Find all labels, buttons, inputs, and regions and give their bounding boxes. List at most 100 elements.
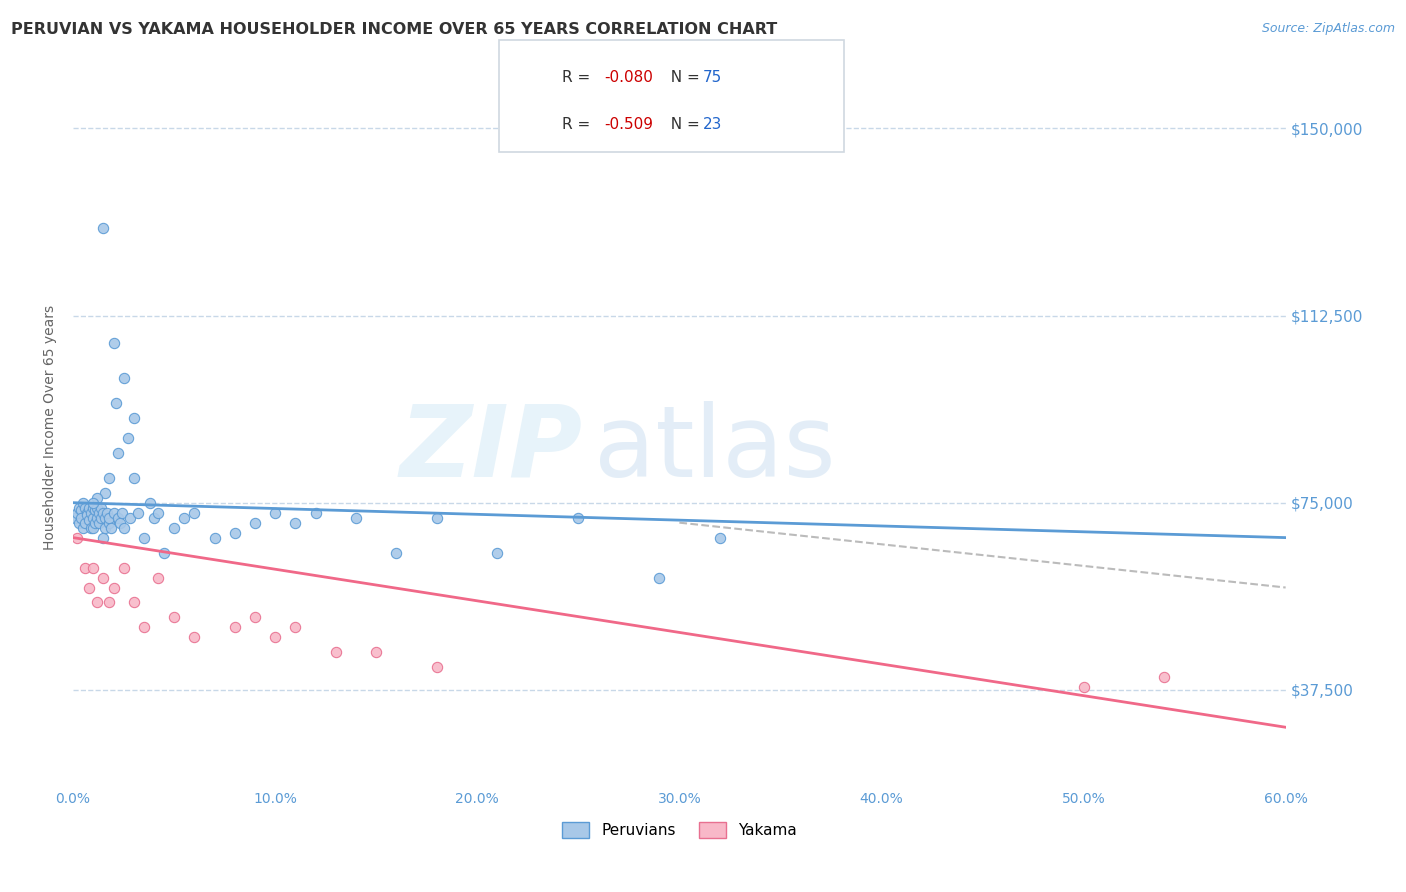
Point <box>72 496 94 510</box>
Text: Source: ZipAtlas.com: Source: ZipAtlas.com <box>1261 22 1395 36</box>
Point <box>86 510 108 524</box>
Point <box>153 545 176 559</box>
Point <box>77 500 100 515</box>
Point <box>426 510 449 524</box>
Point <box>93 570 115 584</box>
Point <box>104 396 127 410</box>
Point <box>127 506 149 520</box>
Text: -0.080: -0.080 <box>605 70 654 85</box>
Point <box>112 560 135 574</box>
Point <box>567 510 589 524</box>
Point <box>112 521 135 535</box>
Point <box>90 510 112 524</box>
Text: 75: 75 <box>703 70 723 85</box>
Point <box>1153 670 1175 684</box>
Text: PERUVIAN VS YAKAMA HOUSEHOLDER INCOME OVER 65 YEARS CORRELATION CHART: PERUVIAN VS YAKAMA HOUSEHOLDER INCOME OV… <box>11 22 778 37</box>
Point <box>107 446 129 460</box>
Point <box>163 521 186 535</box>
Point <box>183 631 205 645</box>
Point <box>163 610 186 624</box>
Point <box>98 510 121 524</box>
Point <box>243 516 266 530</box>
Point <box>66 531 89 545</box>
Point <box>86 491 108 505</box>
Point <box>112 371 135 385</box>
Point <box>70 510 93 524</box>
Point <box>426 660 449 674</box>
Y-axis label: Householder Income Over 65 years: Householder Income Over 65 years <box>44 305 58 550</box>
Point <box>204 531 226 545</box>
Point <box>77 513 100 527</box>
Point <box>77 581 100 595</box>
Point <box>173 510 195 524</box>
Point <box>96 506 118 520</box>
Text: atlas: atlas <box>595 401 837 498</box>
Point <box>98 516 121 530</box>
Point <box>82 496 104 510</box>
Point <box>90 500 112 515</box>
Point <box>93 506 115 520</box>
Point <box>122 471 145 485</box>
Point <box>486 545 509 559</box>
Point <box>63 510 86 524</box>
Point <box>84 516 107 530</box>
Point <box>118 510 141 524</box>
Point <box>385 545 408 559</box>
Point <box>107 510 129 524</box>
Point <box>264 506 287 520</box>
Point <box>100 521 122 535</box>
Point <box>76 508 98 523</box>
Point <box>224 525 246 540</box>
Point <box>93 531 115 545</box>
Point <box>98 471 121 485</box>
Point <box>80 521 103 535</box>
Point <box>86 500 108 515</box>
Point <box>117 431 139 445</box>
Point <box>72 521 94 535</box>
Point <box>67 516 90 530</box>
Point <box>103 336 125 351</box>
Point <box>142 510 165 524</box>
Point <box>183 506 205 520</box>
Point <box>284 516 307 530</box>
Text: N =: N = <box>661 70 704 85</box>
Point <box>89 506 111 520</box>
Text: ZIP: ZIP <box>399 401 582 498</box>
Text: N =: N = <box>661 117 704 132</box>
Text: R =: R = <box>562 70 596 85</box>
Point <box>94 510 117 524</box>
Legend: Peruvians, Yakama: Peruvians, Yakama <box>555 816 803 844</box>
Point <box>67 500 90 515</box>
Point <box>648 570 671 584</box>
Point <box>75 516 97 530</box>
Point <box>82 510 104 524</box>
Point <box>264 631 287 645</box>
Point <box>98 595 121 609</box>
Text: R =: R = <box>562 117 596 132</box>
Point <box>75 560 97 574</box>
Point <box>82 500 104 515</box>
Point <box>82 560 104 574</box>
Point <box>122 410 145 425</box>
Point <box>93 221 115 235</box>
Point <box>86 595 108 609</box>
Point <box>75 500 97 515</box>
Text: -0.509: -0.509 <box>605 117 654 132</box>
Point <box>66 506 89 520</box>
Point <box>80 506 103 520</box>
Text: 23: 23 <box>703 117 723 132</box>
Point <box>110 506 132 520</box>
Point <box>132 531 155 545</box>
Point <box>344 510 367 524</box>
Point <box>76 506 98 520</box>
Point <box>70 503 93 517</box>
Point <box>304 506 326 520</box>
Point <box>108 516 131 530</box>
Point <box>243 610 266 624</box>
Point <box>709 531 731 545</box>
Point <box>146 570 169 584</box>
Point <box>103 581 125 595</box>
Point <box>84 503 107 517</box>
Point <box>284 620 307 634</box>
Point <box>146 506 169 520</box>
